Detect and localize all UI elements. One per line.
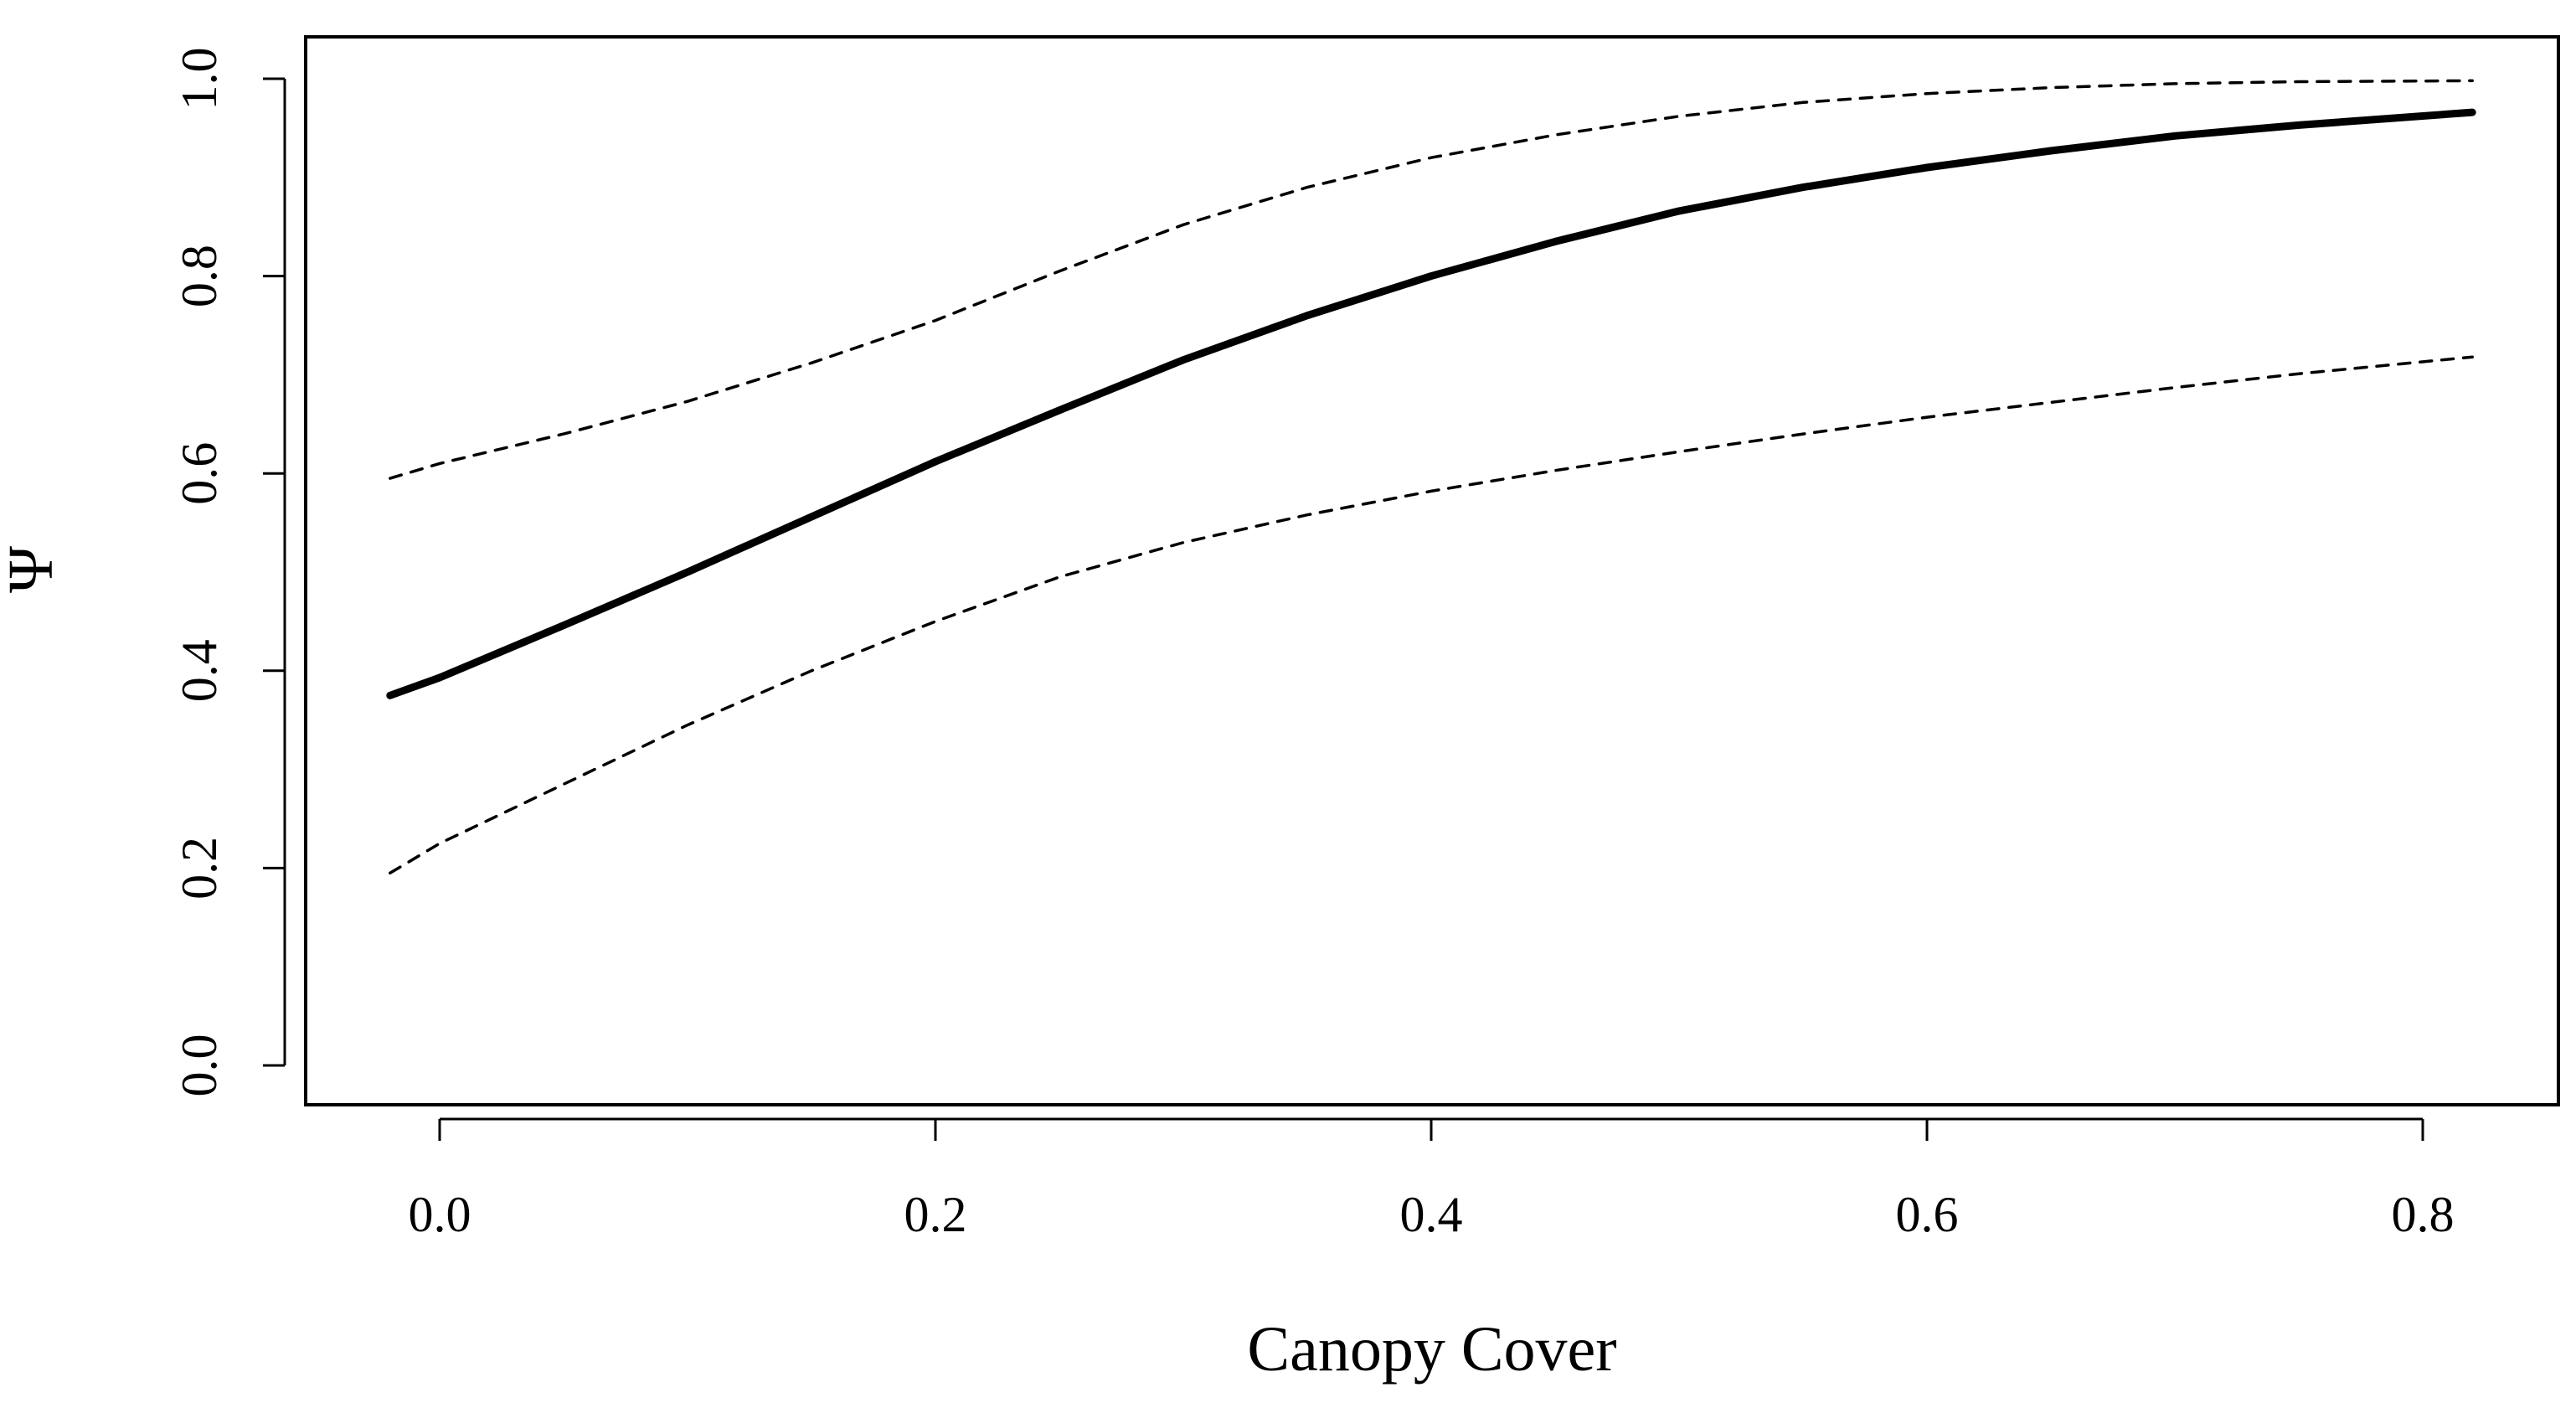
series-line-solid [386, 108, 2476, 699]
x-axis: 0.0 0.2 0.4 0.6 0.8 [409, 1117, 2455, 1242]
x-tick-label: 0.0 [409, 1187, 471, 1242]
series-line-dashed-1 [389, 79, 2474, 480]
y-tick-label: 0.6 [172, 442, 227, 505]
series-line-dashed-2 [389, 355, 2474, 875]
x-tick-label: 0.4 [1400, 1187, 1463, 1242]
y-tick-label: 0.2 [172, 837, 227, 900]
series-layer [386, 79, 2476, 875]
y-tick-label: 1.0 [172, 48, 227, 111]
y-tick-label: 0.8 [172, 245, 227, 307]
y-tick-label: 0.0 [172, 1034, 227, 1097]
plot-frame [304, 35, 2560, 1106]
x-tick-label: 0.2 [904, 1187, 967, 1242]
y-axis-title: Ψ [0, 546, 66, 593]
x-tick-label: 0.8 [2392, 1187, 2455, 1242]
x-tick-label: 0.6 [1896, 1187, 1959, 1242]
y-axis: 0.0 0.2 0.4 0.6 0.8 1.0 [172, 48, 286, 1097]
y-tick-label: 0.4 [172, 639, 227, 702]
x-axis-title: Canopy Cover [1247, 1314, 1616, 1385]
